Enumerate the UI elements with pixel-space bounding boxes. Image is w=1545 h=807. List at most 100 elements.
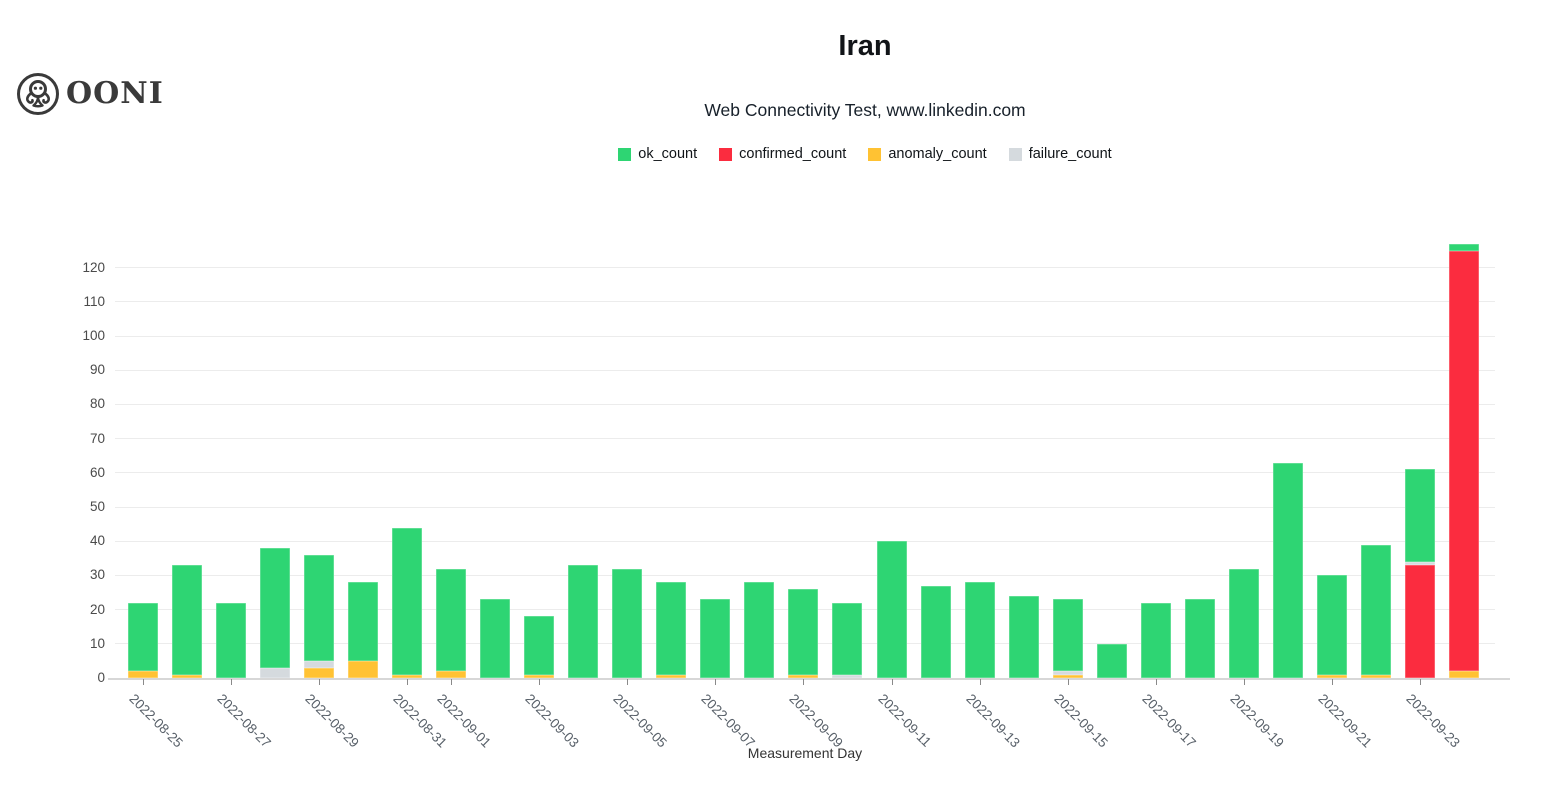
bar-segment-ok_count (1404, 469, 1435, 562)
x-tick-label: 2022-09-19 (1227, 691, 1287, 751)
gridline (115, 267, 1495, 269)
y-tick-label: 90 (89, 362, 105, 378)
bar-segment-ok_count (524, 616, 555, 675)
bar-segment-anomaly_count (524, 674, 555, 678)
x-tick-mark (143, 679, 144, 685)
y-tick-label: 40 (89, 533, 105, 549)
bar-segment-failure_count (304, 660, 335, 668)
x-tick-label: 2022-09-05 (610, 691, 671, 751)
bar-segment-failure_count (832, 674, 863, 678)
bar-segment-ok_count (788, 589, 819, 675)
legend-label: ok_count (638, 146, 698, 162)
legend-item-failure_count[interactable]: failure_count (1008, 146, 1112, 162)
bar-segment-ok_count (876, 541, 907, 678)
ooni-logo: OONI (16, 72, 164, 116)
gridline (115, 403, 1495, 405)
y-tick-label: 30 (89, 567, 105, 583)
legend-swatch-ok_count (618, 147, 632, 161)
gridline (115, 438, 1495, 440)
x-tick-label: 2022-09-13 (962, 691, 1023, 751)
x-axis-line (108, 677, 1510, 680)
x-tick-mark (891, 679, 893, 685)
x-axis-title: Measurement Day (747, 745, 863, 761)
bar-segment-ok_count (172, 565, 203, 675)
bar-segment-ok_count (128, 602, 158, 672)
bar-segment-ok_count (260, 548, 291, 668)
x-tick-mark (979, 679, 981, 685)
bar-segment-anomaly_count (172, 674, 203, 678)
x-tick-label: 2022-08-27 (214, 691, 274, 751)
x-tick-label: 2022-09-11 (874, 691, 934, 750)
legend-item-confirmed_count[interactable]: confirmed_count (719, 146, 846, 162)
bar-segment-anomaly_count (1360, 674, 1391, 678)
bar-segment-anomaly_count (304, 667, 335, 678)
bar-segment-ok_count (304, 554, 335, 661)
legend-swatch-confirmed_count (719, 147, 733, 161)
bar-segment-anomaly_count (788, 674, 819, 678)
bar-segment-ok_count (656, 582, 687, 675)
x-tick-mark (1155, 679, 1157, 685)
chart-subtitle: Web Connectivity Test, www.linkedin.com (704, 100, 1026, 120)
x-tick-label: 2022-09-07 (698, 691, 759, 751)
y-tick-label: 120 (82, 259, 105, 275)
bar-segment-ok_count (1096, 643, 1127, 678)
bar-segment-anomaly_count (1448, 671, 1479, 678)
x-tick-label: 2022-09-23 (1403, 691, 1463, 751)
ooni-wordmark: OONI (66, 76, 164, 111)
x-tick-label: 2022-09-21 (1315, 691, 1375, 751)
legend-label: failure_count (1028, 146, 1112, 162)
bar-segment-anomaly_count (348, 660, 379, 678)
x-tick-mark (1419, 679, 1421, 685)
legend-swatch-anomaly_count (868, 147, 882, 161)
bar-segment-ok_count (1184, 599, 1215, 678)
bar-segment-ok_count (392, 527, 423, 675)
gridline (115, 506, 1495, 508)
bar-segment-ok_count (700, 599, 731, 678)
y-tick-label: 100 (82, 328, 105, 343)
x-tick-mark (231, 679, 233, 685)
x-tick-mark (1067, 679, 1069, 685)
bar-segment-anomaly_count (1052, 674, 1083, 678)
x-tick-mark (319, 679, 321, 685)
legend-label: confirmed_count (739, 146, 847, 162)
bar-segment-anomaly_count (436, 671, 467, 678)
legend-item-anomaly_count[interactable]: anomaly_count (868, 146, 987, 162)
x-tick-mark (627, 679, 629, 685)
bar-segment-ok_count (436, 568, 467, 672)
y-tick-label: 60 (89, 464, 105, 480)
bar-segment-anomaly_count (392, 674, 423, 678)
bar-segment-failure_count (260, 667, 291, 678)
x-tick-label: 2022-09-15 (1051, 691, 1111, 751)
y-tick-label: 20 (89, 601, 105, 617)
bar-segment-failure_count (1052, 671, 1083, 675)
x-tick-label: 2022-09-17 (1139, 691, 1199, 751)
x-tick-mark (803, 679, 805, 685)
bar-segment-ok_count (1272, 462, 1303, 678)
chart-title: Iran (838, 30, 892, 62)
y-tick-label: 0 (97, 670, 105, 685)
bar-segment-anomaly_count (656, 674, 687, 678)
x-tick-mark (1243, 679, 1245, 685)
bar-segment-ok_count (920, 585, 951, 678)
x-tick-label: 2022-09-03 (522, 691, 583, 751)
bar-segment-ok_count (1052, 599, 1083, 672)
gridline (115, 335, 1495, 337)
bar-segment-ok_count (1360, 544, 1391, 675)
gridline (115, 574, 1495, 576)
bar-segment-confirmed_count (1448, 250, 1479, 672)
x-tick-mark (539, 679, 541, 685)
octopus-icon (17, 73, 59, 115)
x-tick-mark (715, 679, 717, 685)
x-tick-mark (451, 679, 453, 685)
legend-label: anomaly_count (888, 146, 987, 162)
bar-segment-ok_count (1316, 575, 1347, 675)
bar-segment-confirmed_count (1404, 565, 1435, 678)
bar-segment-anomaly_count (1316, 674, 1347, 678)
bar-segment-ok_count (568, 565, 599, 678)
legend-item-ok_count[interactable]: ok_count (618, 146, 697, 162)
bar-segment-ok_count (964, 582, 995, 678)
bar-segment-ok_count (1140, 602, 1171, 678)
x-tick-mark (1331, 679, 1333, 685)
bar-segment-ok_count (216, 602, 247, 678)
